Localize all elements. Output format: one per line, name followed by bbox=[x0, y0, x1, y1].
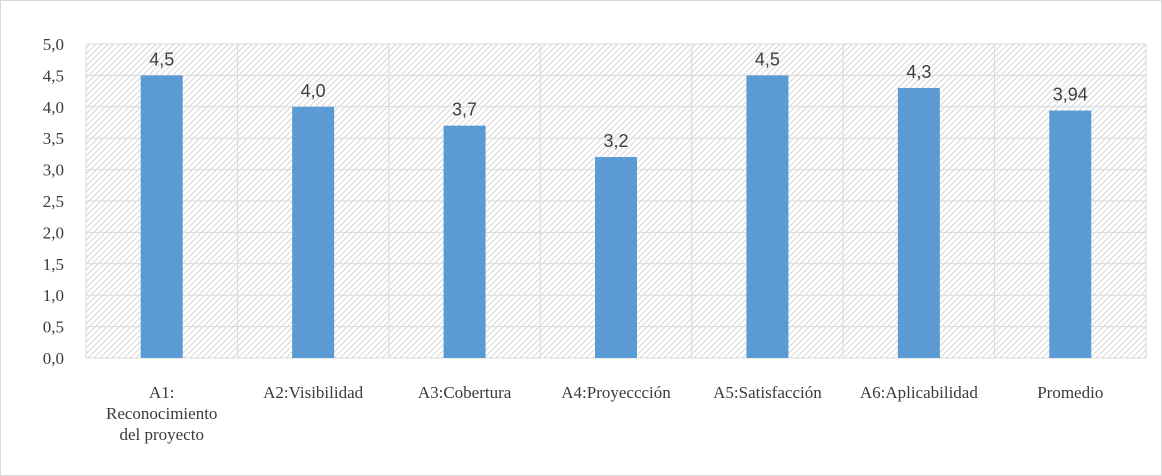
x-tick-label: A5:Satisfacción bbox=[713, 383, 822, 402]
bar bbox=[1049, 110, 1092, 359]
x-tick-label: A6:Aplicabilidad bbox=[860, 383, 979, 402]
bar bbox=[746, 75, 789, 359]
y-tick-label: 0,5 bbox=[43, 318, 64, 337]
x-tick-label: A1: Reconocimiento del proyecto bbox=[106, 383, 217, 444]
x-tick-label: A2:Visibilidad bbox=[263, 383, 364, 402]
y-tick-label: 3,0 bbox=[43, 161, 64, 180]
y-tick-label: 2,0 bbox=[43, 223, 64, 242]
y-tick-label: 1,5 bbox=[43, 255, 64, 274]
y-tick-label: 1,0 bbox=[43, 286, 64, 305]
y-tick-label: 2,5 bbox=[43, 192, 64, 211]
data-labels: 4,5 4,0 3,7 3,2 4,5 4,3 3,94 bbox=[149, 49, 1088, 151]
bar bbox=[897, 87, 940, 359]
bar bbox=[140, 75, 183, 359]
bar bbox=[292, 106, 335, 358]
y-axis-tick-labels: 0,0 0,5 1,0 1,5 2,0 2,5 3,0 3,5 4,0 4,5 5,0 bbox=[43, 35, 64, 368]
y-tick-label: 5,0 bbox=[43, 35, 64, 54]
x-tick-label: A3:Cobertura bbox=[418, 383, 512, 402]
data-label: 3,94 bbox=[1053, 85, 1088, 105]
y-tick-label: 4,0 bbox=[43, 98, 64, 117]
y-tick-label: 0,0 bbox=[43, 349, 64, 368]
data-label: 4,5 bbox=[149, 49, 174, 69]
x-axis-tick-labels: A1: Reconocimiento del proyecto A2:Visibili… bbox=[106, 383, 1103, 444]
data-label: 4,5 bbox=[755, 49, 780, 69]
bar-series bbox=[140, 75, 1092, 359]
data-label: 3,7 bbox=[452, 100, 477, 120]
x-tick-label: A4:Proyeccción bbox=[561, 383, 671, 402]
bar bbox=[443, 125, 486, 358]
y-tick-label: 3,5 bbox=[43, 129, 64, 148]
bar bbox=[595, 157, 637, 358]
data-label: 4,0 bbox=[301, 81, 326, 101]
data-label: 3,2 bbox=[603, 131, 628, 151]
x-tick-label: Promedio bbox=[1037, 383, 1103, 402]
y-tick-label: 4,5 bbox=[43, 66, 64, 85]
data-label: 4,3 bbox=[906, 62, 931, 82]
